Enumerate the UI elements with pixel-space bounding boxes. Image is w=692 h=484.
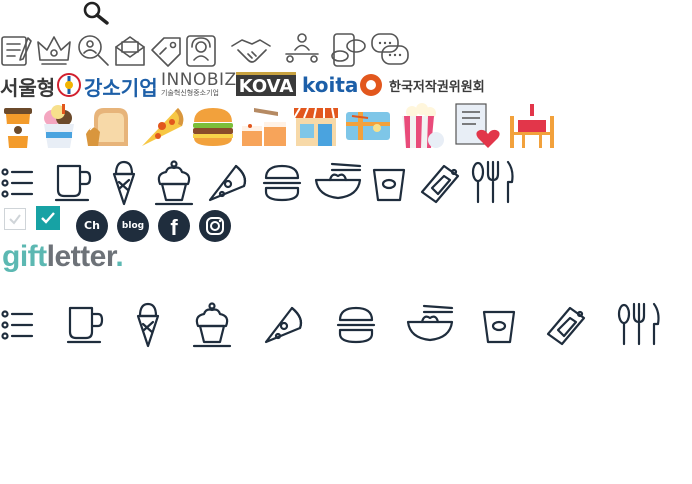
- search-icon[interactable]: [80, 0, 112, 25]
- channel-talk-label: Ch: [84, 219, 100, 232]
- coffee-cup-icon: [0, 102, 36, 150]
- ice-cream-cone-icon: [110, 158, 138, 208]
- facebook-icon: f: [170, 215, 178, 240]
- mobile-chat-icon: [328, 32, 368, 70]
- takeout-cup-icon: [372, 164, 406, 204]
- blog-button[interactable]: blog: [117, 210, 149, 242]
- bread-icon: [84, 104, 134, 148]
- blog-label: blog: [121, 221, 145, 231]
- pizza-icon: [262, 302, 306, 346]
- coupon-tag-icon: [148, 34, 184, 70]
- giftletter-logo[interactable]: giftletter.: [2, 240, 124, 274]
- burger-icon: [336, 306, 376, 344]
- cake-slices-icon: [240, 104, 288, 148]
- dining-table-icon: [506, 102, 556, 150]
- innobiz-text: INNOBIZ: [161, 70, 237, 90]
- cutlery-icon: [470, 160, 518, 206]
- facebook-button[interactable]: f: [158, 210, 190, 242]
- pizza-icon: [206, 160, 250, 204]
- letter-heart-icon: [454, 102, 502, 150]
- store-icon: [292, 104, 340, 148]
- burger-icon: [262, 164, 302, 202]
- seoul-logo: 서울형: [0, 76, 56, 100]
- brand-letter: letter: [46, 240, 116, 273]
- gangso-logo: [57, 72, 83, 98]
- hamburger-icon: [190, 106, 236, 148]
- mail-icon: [113, 33, 149, 69]
- popcorn-icon: [398, 102, 446, 150]
- brand-dot: .: [115, 240, 124, 273]
- mug-icon: [66, 304, 108, 344]
- support-agent-icon: [184, 33, 220, 69]
- koita-text: koita: [302, 73, 359, 97]
- unchecked-checkbox-icon[interactable]: [4, 208, 26, 230]
- instagram-button[interactable]: [199, 210, 231, 242]
- innobiz-subtext: 기술혁신형중소기업: [161, 89, 219, 97]
- innobiz-logo: INNOBIZ 기술혁신형중소기업: [161, 70, 237, 98]
- takeout-cup-icon: [482, 306, 516, 346]
- channel-talk-button[interactable]: Ch: [76, 210, 108, 242]
- crown-icon: [36, 32, 74, 68]
- brand-gift: gift: [2, 240, 47, 273]
- chat-bubbles-icon: [370, 32, 410, 70]
- list-icon: [0, 308, 36, 342]
- form-icon: [0, 32, 34, 68]
- koita-logo: koita: [302, 72, 358, 98]
- mug-icon: [54, 162, 96, 202]
- ice-cream-cone-icon: [134, 300, 162, 350]
- gift-card-icon: [344, 108, 392, 144]
- cupcake-icon: [192, 302, 232, 348]
- list-icon: [0, 166, 36, 200]
- cupcake-icon: [154, 160, 194, 206]
- pizza-slice-icon: [138, 102, 186, 150]
- checked-checkbox-icon[interactable]: [36, 206, 60, 230]
- copyright-commission-text: 한국저작권위원회: [389, 80, 485, 95]
- handshake-icon: [230, 34, 280, 68]
- ice-cream-cup-icon: [40, 102, 80, 150]
- gangso-text: 강소기업: [84, 76, 158, 100]
- copyright-commission-logo: [358, 72, 386, 98]
- org-chart-icon: [282, 32, 324, 68]
- kova-text: KOVA: [238, 76, 294, 97]
- noodle-bowl-icon: [406, 304, 454, 344]
- kova-logo: KOVA: [236, 72, 296, 97]
- cutlery-icon: [616, 302, 664, 348]
- people-search-icon: [76, 33, 112, 69]
- instagram-icon: [206, 217, 224, 235]
- ticket-icon: [544, 304, 588, 346]
- ticket-icon: [418, 162, 462, 204]
- noodle-bowl-icon: [314, 162, 362, 202]
